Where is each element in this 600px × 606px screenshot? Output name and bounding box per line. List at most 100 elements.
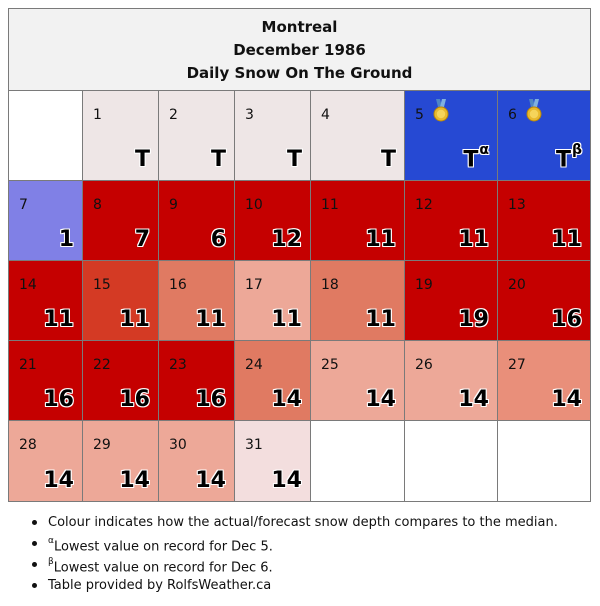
day-number: 13 bbox=[508, 197, 526, 213]
snow-depth-number: 14 bbox=[551, 387, 582, 412]
day-cell: 30 14 bbox=[159, 421, 235, 501]
day-number: 4 bbox=[321, 107, 330, 123]
snow-depth-value: 14 bbox=[271, 387, 302, 412]
day-number: 22 bbox=[93, 357, 111, 373]
empty-cell bbox=[405, 421, 498, 501]
snow-depth-number: T bbox=[555, 147, 571, 172]
day-number: 23 bbox=[169, 357, 187, 373]
empty-cell bbox=[311, 421, 405, 501]
day-number: 9 bbox=[169, 197, 178, 213]
day-number: 29 bbox=[93, 437, 111, 453]
day-number: 12 bbox=[415, 197, 433, 213]
snow-depth-value: 14 bbox=[43, 468, 74, 493]
note-marker: β bbox=[48, 557, 54, 567]
snow-depth-number: 1 bbox=[58, 227, 74, 252]
day-cell: 20 16 bbox=[498, 261, 590, 341]
snow-depth-number: 14 bbox=[195, 468, 226, 493]
snow-depth-number: 14 bbox=[271, 468, 302, 493]
snow-depth-number: 11 bbox=[365, 227, 396, 252]
snow-depth-value: 14 bbox=[458, 387, 489, 412]
snow-depth-number: 16 bbox=[43, 387, 74, 412]
note-marker: α bbox=[48, 536, 54, 546]
notes-list: Colour indicates how the actual/forecast… bbox=[24, 512, 584, 596]
snow-depth-value: 14 bbox=[119, 468, 150, 493]
snow-depth-value: 11 bbox=[551, 227, 582, 252]
day-cell: 26 14 bbox=[405, 341, 498, 421]
snow-depth-value: 16 bbox=[119, 387, 150, 412]
snow-depth-value: 16 bbox=[551, 307, 582, 332]
day-cell: 6 Tβ bbox=[498, 91, 590, 181]
note-text: Lowest value on record for Dec 6. bbox=[53, 560, 273, 576]
snow-depth-value: 16 bbox=[195, 387, 226, 412]
note-item: βLowest value on record for Dec 6. bbox=[24, 554, 584, 575]
day-cell: 27 14 bbox=[498, 341, 590, 421]
day-number: 16 bbox=[169, 277, 187, 293]
day-number: 5 bbox=[415, 107, 424, 123]
day-number: 17 bbox=[245, 277, 263, 293]
day-cell: 16 11 bbox=[159, 261, 235, 341]
day-number: 19 bbox=[415, 277, 433, 293]
day-number: 8 bbox=[93, 197, 102, 213]
snow-depth-value: 11 bbox=[365, 227, 396, 252]
day-number: 2 bbox=[169, 107, 178, 123]
snow-depth-number: T bbox=[380, 147, 396, 172]
snow-depth-number: 14 bbox=[43, 468, 74, 493]
snow-depth-value: Tα bbox=[463, 142, 489, 172]
day-number: 7 bbox=[19, 197, 28, 213]
day-cell: 23 16 bbox=[159, 341, 235, 421]
snow-depth-number: 11 bbox=[195, 307, 226, 332]
record-footnote-marker: α bbox=[479, 141, 489, 158]
snow-depth-value: 12 bbox=[271, 227, 302, 252]
chart-subtitle: Daily Snow On The Ground bbox=[186, 64, 413, 82]
snow-depth-value: 19 bbox=[458, 307, 489, 332]
empty-cell bbox=[9, 91, 83, 181]
snow-depth-number: 14 bbox=[365, 387, 396, 412]
snow-depth-value: 14 bbox=[551, 387, 582, 412]
day-number: 21 bbox=[19, 357, 37, 373]
snow-depth-value: T bbox=[381, 147, 396, 172]
snow-depth-value: T bbox=[287, 147, 302, 172]
snow-depth-value: Tβ bbox=[555, 142, 582, 172]
snow-depth-number: 19 bbox=[458, 307, 489, 332]
day-number: 1 bbox=[93, 107, 102, 123]
day-cell: 28 14 bbox=[9, 421, 83, 501]
snow-depth-number: T bbox=[210, 147, 226, 172]
note-item: Colour indicates how the actual/forecast… bbox=[24, 512, 584, 533]
day-number: 30 bbox=[169, 437, 187, 453]
month-title: December 1986 bbox=[233, 41, 366, 59]
note-item: Table provided by RolfsWeather.ca bbox=[24, 575, 584, 596]
snow-depth-value: 1 bbox=[59, 227, 74, 252]
snow-depth-number: 7 bbox=[134, 227, 150, 252]
day-number: 18 bbox=[321, 277, 339, 293]
day-cell: 15 11 bbox=[83, 261, 159, 341]
snow-depth-value: 14 bbox=[365, 387, 396, 412]
day-number: 10 bbox=[245, 197, 263, 213]
snow-depth-number: 16 bbox=[551, 307, 582, 332]
day-cell: 13 11 bbox=[498, 181, 590, 261]
snow-depth-number: 14 bbox=[458, 387, 489, 412]
day-number: 15 bbox=[93, 277, 111, 293]
day-number: 27 bbox=[508, 357, 526, 373]
snow-depth-value: T bbox=[135, 147, 150, 172]
snow-depth-number: 14 bbox=[271, 387, 302, 412]
snow-depth-number: T bbox=[134, 147, 150, 172]
record-medal-icon bbox=[433, 99, 449, 122]
snow-depth-number: T bbox=[286, 147, 302, 172]
note-text: Table provided by RolfsWeather.ca bbox=[48, 578, 272, 593]
snow-depth-value: T bbox=[211, 147, 226, 172]
day-number: 24 bbox=[245, 357, 263, 373]
snow-depth-value: 11 bbox=[365, 307, 396, 332]
snow-depth-value: 11 bbox=[271, 307, 302, 332]
snow-depth-number: T bbox=[463, 147, 479, 172]
snow-depth-number: 11 bbox=[458, 227, 489, 252]
snow-depth-number: 11 bbox=[43, 307, 74, 332]
snow-depth-number: 16 bbox=[195, 387, 226, 412]
day-number: 31 bbox=[245, 437, 263, 453]
day-cell: 17 11 bbox=[235, 261, 311, 341]
